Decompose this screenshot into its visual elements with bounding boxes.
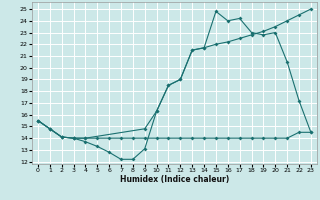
X-axis label: Humidex (Indice chaleur): Humidex (Indice chaleur) [120,175,229,184]
